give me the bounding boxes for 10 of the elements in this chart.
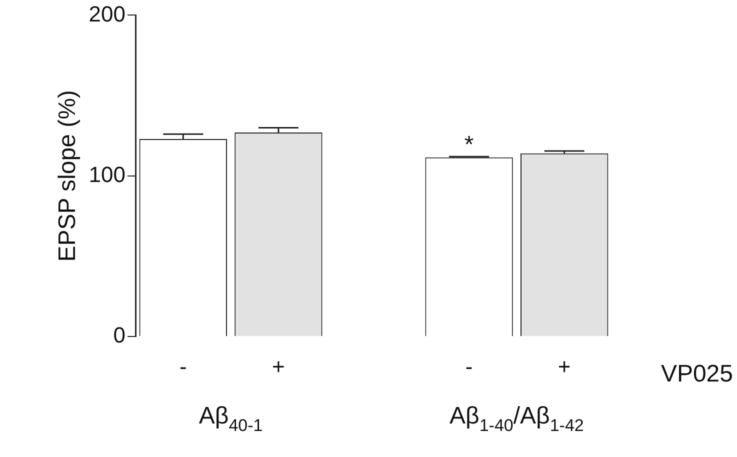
y-tick-label: 0	[113, 322, 126, 348]
x-tick-label: +	[558, 354, 571, 379]
y-tick-label: 200	[88, 1, 126, 26]
y-tick-label: 100	[88, 162, 126, 187]
annotation: *	[464, 132, 474, 159]
x-tick-label: -	[465, 354, 473, 379]
x-tick-label: -	[179, 354, 187, 379]
y-axis-title: EPSP slope (%)	[54, 90, 82, 262]
text: VP025	[660, 360, 734, 388]
x-tick-label: +	[272, 354, 285, 379]
